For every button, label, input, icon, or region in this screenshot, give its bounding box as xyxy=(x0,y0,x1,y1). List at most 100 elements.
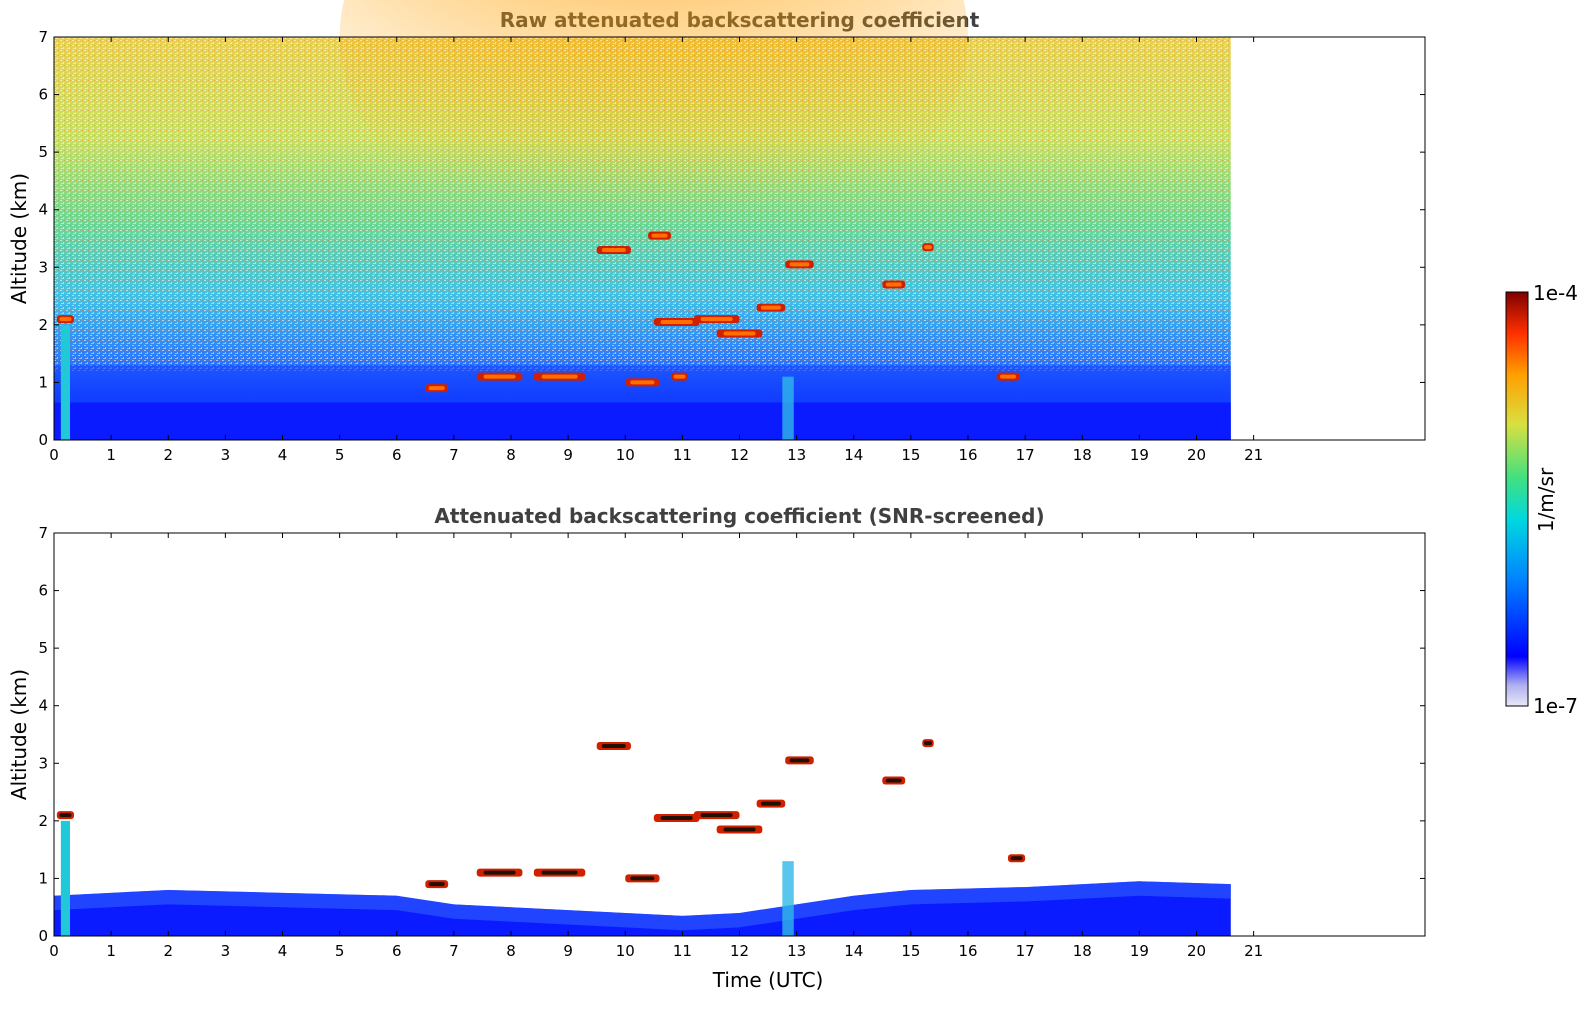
x-tick-label: 13 xyxy=(787,942,806,960)
x-tick-label: 9 xyxy=(563,446,573,464)
y-axis-label: Altitude (km) xyxy=(7,669,31,800)
x-tick-label: 1 xyxy=(106,942,116,960)
cloud-layer-core xyxy=(59,317,72,322)
cloud-layer-core xyxy=(541,870,578,875)
y-tick-label: 4 xyxy=(38,201,48,219)
cloud-layer-core xyxy=(885,778,902,783)
boundary-layer-fringe xyxy=(54,881,1231,931)
cloud-layer-core xyxy=(1010,856,1023,861)
colorbar-ramp xyxy=(1505,291,1529,707)
x-tick-label: 1 xyxy=(106,446,116,464)
cloud-layer-core xyxy=(924,741,933,746)
cloud-layer-core xyxy=(428,882,445,887)
x-tick-label: 14 xyxy=(844,942,863,960)
cloud-layer-core xyxy=(630,876,655,881)
x-tick-label: 10 xyxy=(616,942,635,960)
x-tick-label: 19 xyxy=(1130,942,1149,960)
y-tick-label: 0 xyxy=(38,927,48,945)
cloud-layer-core xyxy=(885,282,902,287)
y-tick-label: 3 xyxy=(38,754,48,772)
y-tick-label: 3 xyxy=(38,258,48,276)
y-tick-label: 1 xyxy=(38,869,48,887)
vertical-streak xyxy=(782,376,794,440)
x-tick-label: 8 xyxy=(506,942,516,960)
x-tick-label: 0 xyxy=(49,446,59,464)
x-tick-label: 14 xyxy=(844,446,863,464)
cloud-layer-core xyxy=(483,374,516,379)
surface-plume xyxy=(60,324,70,440)
colorbar-unit-label: 1/m/sr xyxy=(1534,467,1558,532)
cloud-layer-core xyxy=(673,374,686,379)
x-tick-label: 13 xyxy=(787,446,806,464)
cloud-layer-core xyxy=(723,827,756,832)
x-tick-label: 17 xyxy=(1016,942,1035,960)
y-tick-label: 2 xyxy=(38,316,48,334)
colorbar-min-label: 1e-7 xyxy=(1533,694,1578,718)
cloud-layer-core xyxy=(601,248,626,253)
cloud-layer-core xyxy=(789,262,810,267)
x-tick-label: 20 xyxy=(1187,942,1206,960)
x-tick-label: 6 xyxy=(392,942,402,960)
x-tick-label: 9 xyxy=(563,942,573,960)
cloud-layer-core xyxy=(428,386,445,391)
x-tick-label: 16 xyxy=(958,942,977,960)
y-tick-label: 7 xyxy=(38,524,48,542)
cloud-layer-core xyxy=(760,305,781,310)
x-tick-label: 4 xyxy=(278,942,288,960)
x-tick-label: 6 xyxy=(392,446,402,464)
surface-plume xyxy=(60,820,70,936)
chart-title: Attenuated backscattering coefficient (S… xyxy=(434,504,1044,528)
cloud-layer-core xyxy=(601,744,626,749)
plot-frame xyxy=(53,532,1426,937)
x-tick-label: 7 xyxy=(449,446,459,464)
x-tick-label: 11 xyxy=(673,942,692,960)
y-tick-label: 4 xyxy=(38,697,48,715)
x-tick-label: 17 xyxy=(1016,446,1035,464)
cloud-layer-core xyxy=(924,245,933,250)
y-tick-label: 7 xyxy=(38,28,48,46)
cloud-layer-core xyxy=(59,813,72,818)
cloud-layer-core xyxy=(630,380,655,385)
x-tick-label: 5 xyxy=(335,942,345,960)
x-tick-label: 8 xyxy=(506,446,516,464)
x-tick-label: 19 xyxy=(1130,446,1149,464)
y-tick-label: 6 xyxy=(38,86,48,104)
cloud-layer-core xyxy=(999,374,1016,379)
x-tick-label: 12 xyxy=(730,942,749,960)
x-tick-label: 18 xyxy=(1073,942,1092,960)
vertical-streak xyxy=(782,861,794,936)
raw-backscatter-panel: Raw attenuated backscattering coefficien… xyxy=(7,0,1426,464)
x-tick-label: 15 xyxy=(901,942,920,960)
cloud-layer-core xyxy=(483,870,516,875)
cloud-layer-core xyxy=(660,319,693,324)
colorbar: 1e-4 1e-7 1/m/sr xyxy=(1505,281,1578,718)
y-tick-label: 1 xyxy=(38,373,48,391)
cloud-layer-core xyxy=(723,331,756,336)
cloud-layer-core xyxy=(700,813,733,818)
x-tick-label: 12 xyxy=(730,446,749,464)
y-axis-label: Altitude (km) xyxy=(7,173,31,304)
y-tick-label: 2 xyxy=(38,812,48,830)
x-tick-label: 21 xyxy=(1244,942,1263,960)
x-tick-label: 18 xyxy=(1073,446,1092,464)
x-tick-label: 15 xyxy=(901,446,920,464)
cloud-layer-core xyxy=(541,374,578,379)
x-tick-label: 0 xyxy=(49,942,59,960)
cloud-layer-core xyxy=(651,233,668,238)
noise-speckle xyxy=(54,37,1231,371)
x-tick-label: 16 xyxy=(958,446,977,464)
y-tick-label: 5 xyxy=(38,143,48,161)
x-tick-label: 20 xyxy=(1187,446,1206,464)
x-tick-label: 2 xyxy=(163,942,173,960)
y-tick-label: 5 xyxy=(38,639,48,657)
cloud-layer-core xyxy=(789,758,810,763)
boundary-layer xyxy=(54,402,1231,440)
colorbar-max-label: 1e-4 xyxy=(1533,281,1578,305)
x-tick-label: 2 xyxy=(163,446,173,464)
y-tick-label: 0 xyxy=(38,431,48,449)
x-tick-label: 4 xyxy=(278,446,288,464)
cloud-layer-core xyxy=(660,815,693,820)
y-tick-label: 6 xyxy=(38,582,48,600)
cloud-layer-core xyxy=(700,317,733,322)
